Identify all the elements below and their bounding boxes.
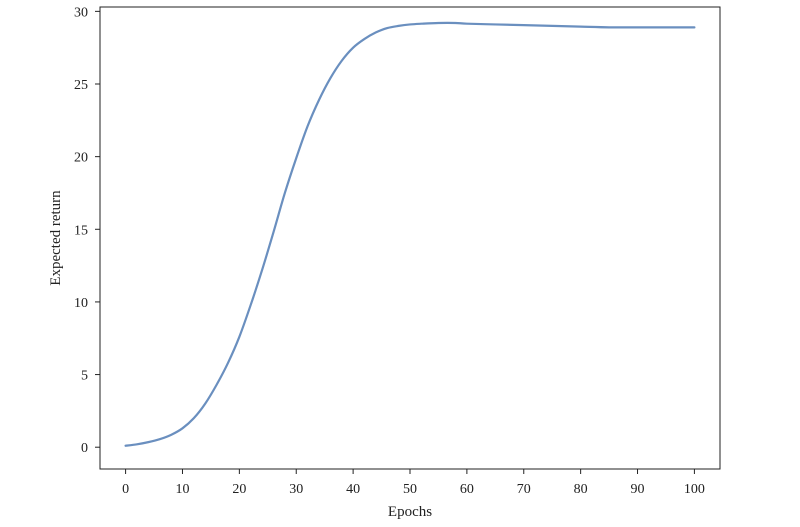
x-tick-label: 30 <box>289 482 303 497</box>
x-tick-label: 0 <box>122 482 129 497</box>
y-tick-label: 25 <box>74 78 88 93</box>
x-axis-label: Epochs <box>388 504 432 520</box>
x-tick-label: 70 <box>517 482 531 497</box>
x-tick-label: 80 <box>574 482 588 497</box>
y-axis-label: Expected return <box>48 190 64 286</box>
x-tick-label: 10 <box>175 482 189 497</box>
x-tick-label: 20 <box>232 482 246 497</box>
y-tick-label: 30 <box>74 5 88 20</box>
x-tick-label: 60 <box>460 482 474 497</box>
y-tick-label: 15 <box>74 223 88 238</box>
y-tick-label: 20 <box>74 151 88 166</box>
y-tick-label: 0 <box>81 441 88 456</box>
y-tick-label: 10 <box>74 296 88 311</box>
x-axis-ticks: 0 10 20 30 40 50 60 70 80 90 100 <box>122 469 705 497</box>
plot-frame <box>99 6 721 470</box>
x-tick-label: 40 <box>346 482 360 497</box>
x-tick-label: 50 <box>403 482 417 497</box>
x-tick-label: 90 <box>631 482 645 497</box>
y-tick-label: 5 <box>81 369 88 384</box>
x-tick-label: 100 <box>684 482 705 497</box>
series-line-expected-return <box>124 21 696 447</box>
y-axis-ticks: 0 5 10 15 20 25 30 <box>74 5 100 456</box>
